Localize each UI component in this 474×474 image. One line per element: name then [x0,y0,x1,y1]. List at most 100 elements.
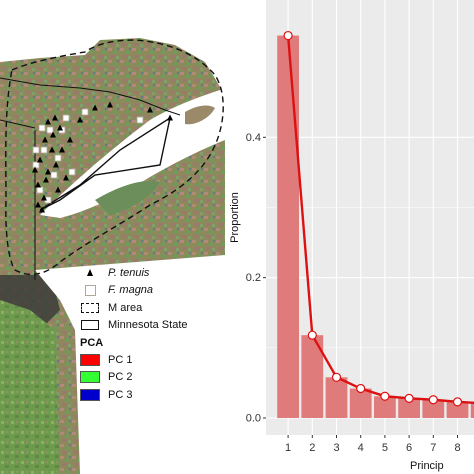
p-tenuis-point [107,101,113,108]
p-tenuis-point [39,206,45,213]
x-tick-label: 6 [406,442,412,454]
data-point [307,330,317,340]
y-axis-ticks: 0.0 0.2 0.4 [246,132,266,425]
f-magna-point [32,146,40,154]
p-tenuis-point [63,174,69,181]
y-tick-label: 0.2 [246,272,261,284]
f-magna-point [36,186,44,194]
isle-royale [185,105,215,125]
x-axis-title: Princip [410,460,444,472]
data-point [331,372,342,382]
legend-item-species-1: P. tenuis [80,264,225,282]
f-magna-point [136,116,144,124]
plot-background [266,0,474,435]
y-tick-label: 0.4 [246,132,261,144]
map-panel: P. tenuis F. magna M area Minnesota Stat… [0,0,225,474]
legend-item-m-area: M area [80,299,225,317]
scree-plot-panel: 0.00.20.4 123456789101 Proportion Princi… [225,0,474,474]
y-tick-label: 0.0 [246,413,261,425]
data-point [356,383,366,394]
p-tenuis-point [77,116,83,123]
color-swatch-icon [80,388,100,402]
bar [422,399,445,418]
legend-item-species-2: F. magna [80,282,225,300]
legend-label-species-2: F. magna [108,284,154,297]
bar [325,377,348,418]
p-tenuis-point [167,114,173,121]
p-tenuis-point [53,161,59,168]
bar [446,401,469,418]
p-tenuis-point [37,156,43,163]
f-magna-point [62,114,70,122]
legend-label-pc3: PC 3 [108,388,133,401]
f-magna-point [46,126,54,134]
dashed-box-icon [80,301,100,315]
solid-box-icon [80,318,100,332]
legend-pca-title: PCA [80,336,104,349]
data-point [404,393,414,403]
x-tick-label: 5 [382,442,388,454]
p-tenuis-point [41,194,47,201]
legend-label-species-1: P. tenuis [108,266,150,279]
p-tenuis-point [57,124,63,131]
color-swatch-icon [80,370,100,384]
south-shore [95,180,160,215]
legend-item-state: Minnesota State [80,317,225,335]
p-tenuis-point [32,166,38,173]
data-point [380,391,390,401]
map-legend: P. tenuis F. magna M area Minnesota Stat… [80,264,225,404]
f-magna-point [54,154,62,162]
scree-plot: 0.00.20.4 123456789101 Proportion Princi… [229,0,474,472]
x-tick-label: 2 [309,442,315,454]
f-magna-point [50,171,58,179]
bars [277,35,474,419]
f-magna-point [32,161,40,169]
triangle-icon [80,266,100,280]
map-land-south [0,300,60,474]
data-point [283,30,293,41]
x-tick-label: 3 [333,442,339,454]
data-point [428,395,438,405]
minnesota-state-outline [39,116,172,211]
lake-superior [40,90,225,218]
color-swatch-icon [80,353,100,367]
p-tenuis-point [67,136,73,143]
legend-item-pc2: PC 2 [80,369,225,387]
x-tick-label: 7 [430,442,436,454]
p-tenuis-point [35,181,41,188]
legend-label-pc1: PC 1 [108,353,133,366]
y-axis-title: Proportion [229,192,241,243]
series-line [286,35,474,405]
p-tenuis-point [42,136,48,143]
legend-item-pc3: PC 3 [80,386,225,404]
bar [470,403,474,418]
square-icon [80,283,100,297]
x-tick-label: 8 [454,442,460,454]
p-tenuis-point [55,186,61,193]
points [283,30,463,407]
map-blank-region [35,255,225,474]
f-magna-point [81,108,89,116]
p-tenuis-point [147,106,153,113]
f-magna-point [40,146,48,154]
bar [349,388,372,418]
p-tenuis-point [52,114,58,121]
bar [301,335,324,418]
p-tenuis-point [35,201,41,208]
m-area-outline [5,39,224,276]
occurrence-points [32,101,173,213]
data-point [452,397,463,407]
p-tenuis-point [92,104,98,111]
legend-item-pc1: PC 1 [80,351,225,369]
proportion-line [286,35,474,405]
p-tenuis-point [59,146,65,153]
p-tenuis-point [43,176,49,183]
legend-label-pc2: PC 2 [108,371,133,384]
legend-label-m-area: M area [108,301,143,314]
legend-label-state: Minnesota State [108,319,188,332]
f-magna-point [68,168,76,176]
bar [277,35,299,419]
f-magna-point [38,124,46,132]
bar [374,396,396,418]
p-tenuis-point [45,118,51,125]
